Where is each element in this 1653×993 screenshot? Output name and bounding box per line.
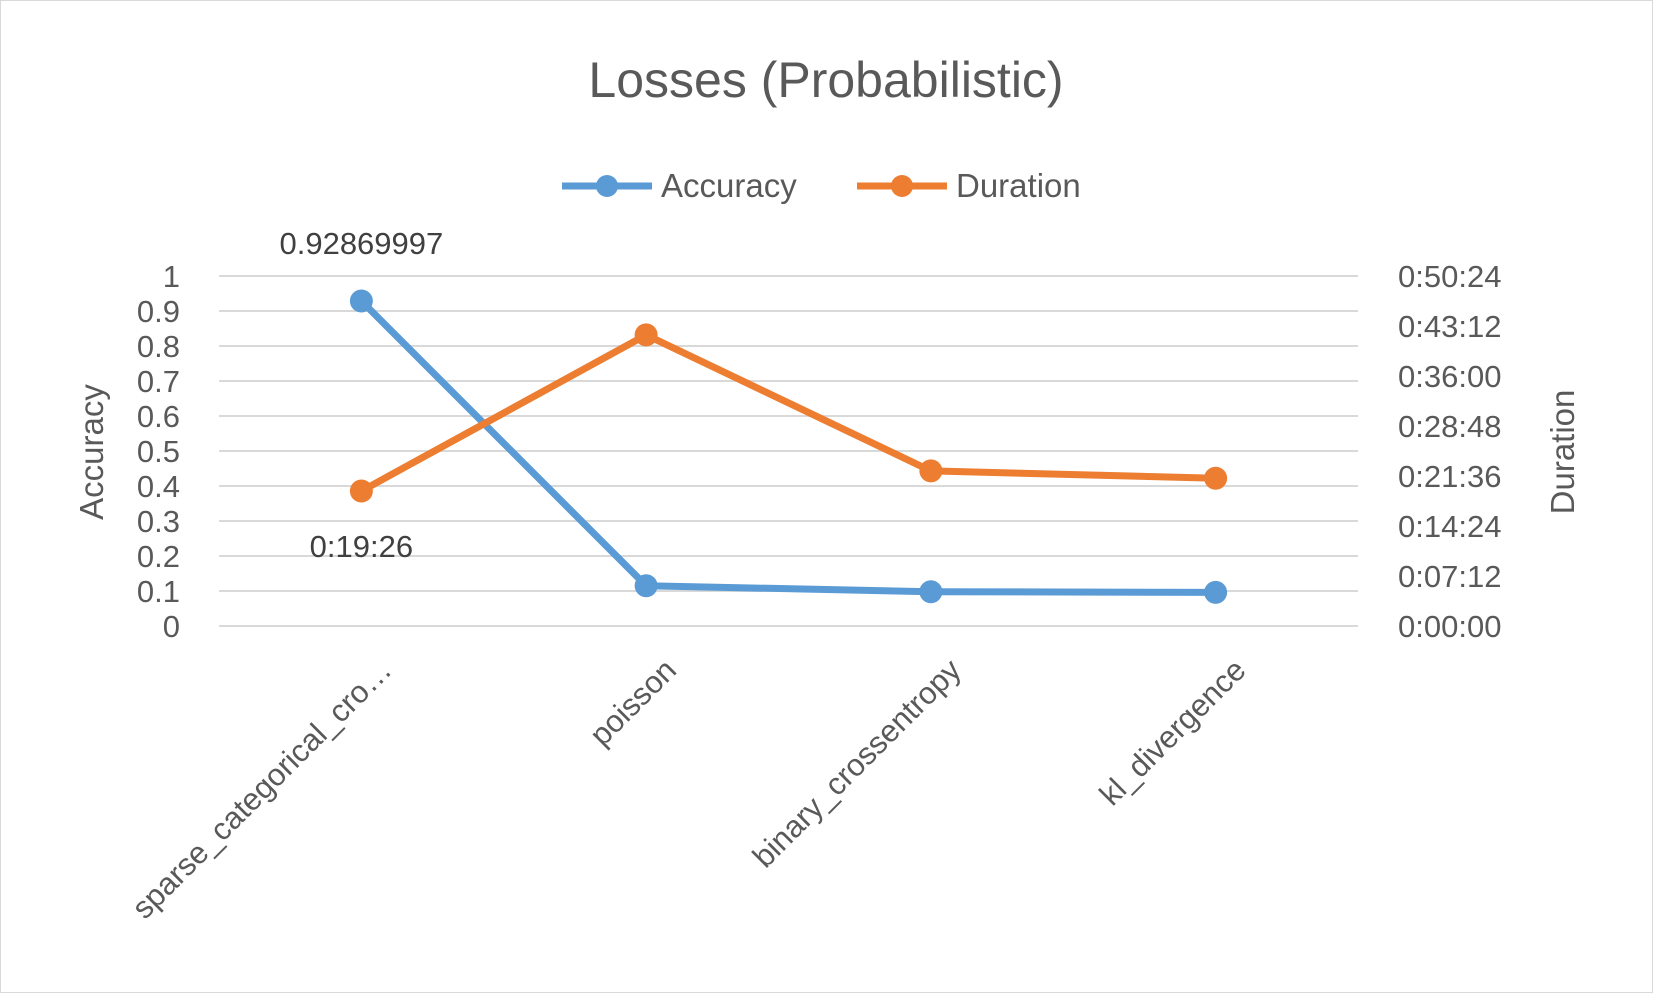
x-category-label: kl_divergence bbox=[1093, 652, 1253, 812]
data-point-duration bbox=[634, 323, 658, 347]
y-left-tick-label: 0.9 bbox=[137, 294, 180, 329]
y-left-tick-label: 0.7 bbox=[137, 364, 180, 399]
y-left-tick-label: 0.8 bbox=[137, 329, 180, 364]
y-right-tick-label: 0:50:24 bbox=[1398, 259, 1501, 294]
y-left-tick-label: 1 bbox=[163, 259, 180, 294]
data-point-duration bbox=[919, 459, 943, 483]
data-point-accuracy bbox=[349, 289, 373, 313]
y-right-tick-label: 0:36:00 bbox=[1398, 359, 1501, 394]
y-right-tick-label: 0:00:00 bbox=[1398, 609, 1501, 644]
y-right-tick-label: 0:07:12 bbox=[1398, 559, 1501, 594]
y-left-tick-label: 0.3 bbox=[137, 504, 180, 539]
data-label-accuracy: 0.92869997 bbox=[279, 226, 443, 261]
y-right-tick-label: 0:21:36 bbox=[1398, 459, 1501, 494]
y-right-tick-label: 0:28:48 bbox=[1398, 409, 1501, 444]
data-point-accuracy bbox=[919, 580, 943, 604]
y-left-tick-label: 0 bbox=[163, 609, 180, 644]
x-category-label: poisson bbox=[583, 652, 683, 752]
data-point-accuracy bbox=[634, 574, 658, 598]
y-right-tick-label: 0:43:12 bbox=[1398, 309, 1501, 344]
y-right-tick-label: 0:14:24 bbox=[1398, 509, 1501, 544]
y-left-tick-label: 0.1 bbox=[137, 574, 180, 609]
chart-title: Losses (Probabilistic) bbox=[588, 52, 1063, 108]
y-left-tick-label: 0.5 bbox=[137, 434, 180, 469]
legend-item-duration: Duration bbox=[857, 167, 1081, 204]
y-left-tick-label: 0.2 bbox=[137, 539, 180, 574]
legend-label-duration: Duration bbox=[956, 167, 1081, 204]
data-point-accuracy bbox=[1204, 580, 1228, 604]
x-category-label: sparse_categorical_cro… bbox=[125, 652, 398, 925]
y-axis-right-title: Duration bbox=[1544, 390, 1581, 515]
data-label-duration: 0:19:26 bbox=[310, 529, 413, 564]
y-left-tick-label: 0.6 bbox=[137, 399, 180, 434]
data-point-duration bbox=[349, 479, 373, 503]
series-line-accuracy bbox=[358, 298, 1216, 596]
legend-item-accuracy: Accuracy bbox=[562, 167, 797, 204]
y-left-tick-label: 0.4 bbox=[137, 469, 180, 504]
series-line-duration bbox=[359, 331, 1216, 495]
data-point-duration bbox=[1204, 466, 1228, 490]
y-axis-left-title: Accuracy bbox=[73, 384, 110, 520]
legend-label-accuracy: Accuracy bbox=[661, 167, 797, 204]
legend: Accuracy Duration bbox=[562, 167, 1081, 204]
x-category-label: binary_crossentropy bbox=[746, 652, 968, 874]
